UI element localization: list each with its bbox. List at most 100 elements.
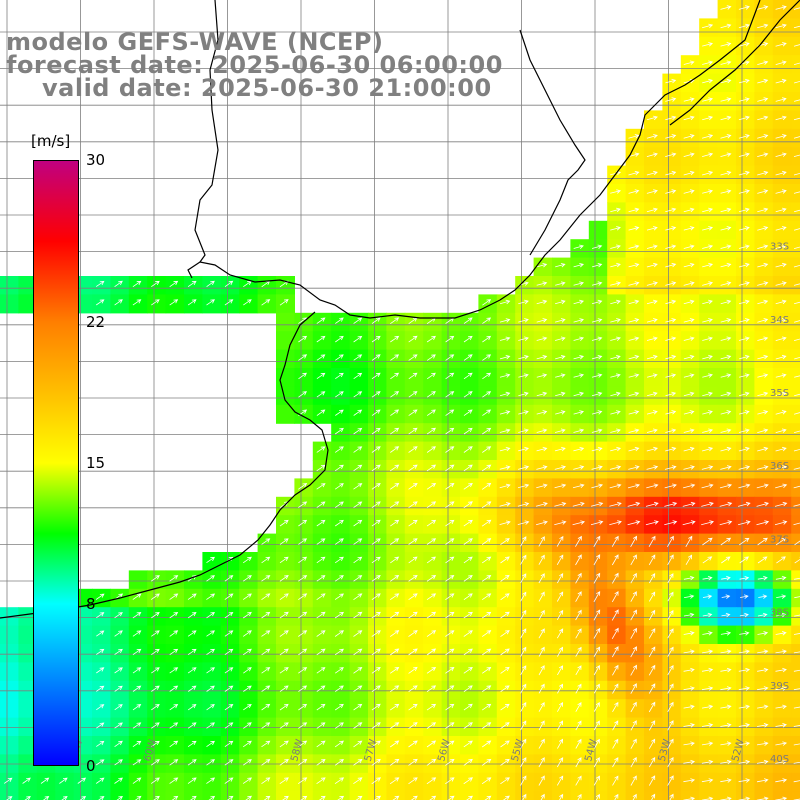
wind-arrow [390,446,400,453]
wind-speed-cell [736,423,755,443]
colorbar-tick-label: 0 [86,757,96,775]
wind-speed-cell [128,680,148,700]
wind-arrow [702,391,713,397]
wind-arrow [426,372,436,380]
wind-speed-cell [368,515,387,535]
wind-speed-cell [239,552,259,571]
wind-arrow [426,556,436,564]
wind-speed-cell [644,588,663,608]
wind-arrow [206,685,215,692]
wind-speed-cell [496,772,516,792]
wind-arrow [538,628,545,639]
wind-arrow [593,554,601,566]
wind-speed-cell [460,699,479,719]
wind-speed-cell [662,662,682,682]
wind-arrow [667,554,674,566]
wind-speed-cell [754,202,774,222]
wind-speed-cell [644,257,663,277]
wind-speed-cell [331,386,351,406]
wind-speed-cell [349,496,369,516]
wind-arrow [738,446,750,452]
wind-speed-cell [754,423,774,443]
wind-speed-cell [791,625,800,645]
wind-speed-cell [588,294,608,314]
wind-arrow [720,446,732,452]
wind-speed-cell [607,404,627,424]
wind-arrow [538,683,545,694]
wind-speed-cell [552,644,571,663]
wind-speed-cell [92,644,111,663]
wind-arrow [517,483,530,489]
wind-speed-cell [515,644,535,663]
wind-speed-cell [717,184,737,203]
wind-speed-cell [460,791,479,800]
wind-speed-cell [644,165,663,185]
wind-arrow [114,704,123,711]
wind-arrow [775,446,787,452]
wind-speed-cell [754,294,774,314]
wind-speed-cell [386,680,406,700]
wind-speed-cell [478,349,498,369]
wind-speed-cell [276,662,295,682]
wind-vector-arrows [3,5,800,800]
wind-speed-cell [202,736,222,755]
wind-arrow [793,44,800,47]
wind-speed-cell [496,478,516,498]
wind-speed-cell [662,478,682,498]
wind-arrow [756,778,769,783]
wind-arrow [187,299,197,306]
wind-arrow [334,759,344,766]
wind-arrow [757,170,769,176]
wind-arrow [575,535,582,547]
wind-speed-cell [184,772,203,792]
wind-speed-cell [294,662,314,682]
wind-speed-cell [680,570,700,590]
wind-arrow [426,409,436,416]
wind-arrow [738,741,751,746]
wind-arrow [206,630,215,637]
wind-arrow [702,373,713,378]
wind-arrow [499,299,511,305]
wind-arrow [630,756,637,768]
wind-arrow [630,720,637,731]
wind-speed-cell [165,680,185,700]
wind-arrow [59,777,68,784]
wind-arrow [426,722,437,729]
wind-arrow [739,631,750,636]
wind-arrow [646,226,658,231]
wind-speed-cell [312,680,332,700]
wind-arrow [738,23,750,29]
wind-speed-cell [736,552,755,571]
wind-speed-cell [717,239,737,259]
wind-speed-cell [791,496,800,516]
wind-arrow [612,775,619,786]
wind-speed-cell [386,460,406,479]
wind-arrow [371,667,381,674]
wind-arrow [206,722,215,729]
wind-speed-cell [349,441,369,461]
wind-speed-cell [570,386,590,406]
wind-speed-cell [772,257,792,277]
wind-speed-cell [699,736,719,755]
wind-speed-cell [754,239,774,259]
wind-speed-cell [533,368,553,387]
wind-arrow [408,427,418,435]
wind-speed-cell [662,625,682,645]
wind-arrow [667,609,674,620]
wind-arrow [628,189,640,194]
wind-speed-cell [128,699,148,719]
wind-speed-cell [772,312,792,332]
wind-arrow [426,483,437,490]
wind-speed-cell [754,625,774,645]
wind-arrow [95,299,105,306]
forecast-date: forecast date: 2025-06-30 06:00:00 [6,51,503,79]
wind-speed-cell [368,680,387,700]
wind-arrow [793,320,800,323]
latitude-label: 33S [770,242,789,253]
wind-arrow [775,537,787,546]
wind-arrow [702,410,713,415]
wind-arrow [390,556,400,564]
wind-speed-cell [128,736,148,755]
wind-arrow [353,409,363,416]
wind-arrow [408,611,418,619]
